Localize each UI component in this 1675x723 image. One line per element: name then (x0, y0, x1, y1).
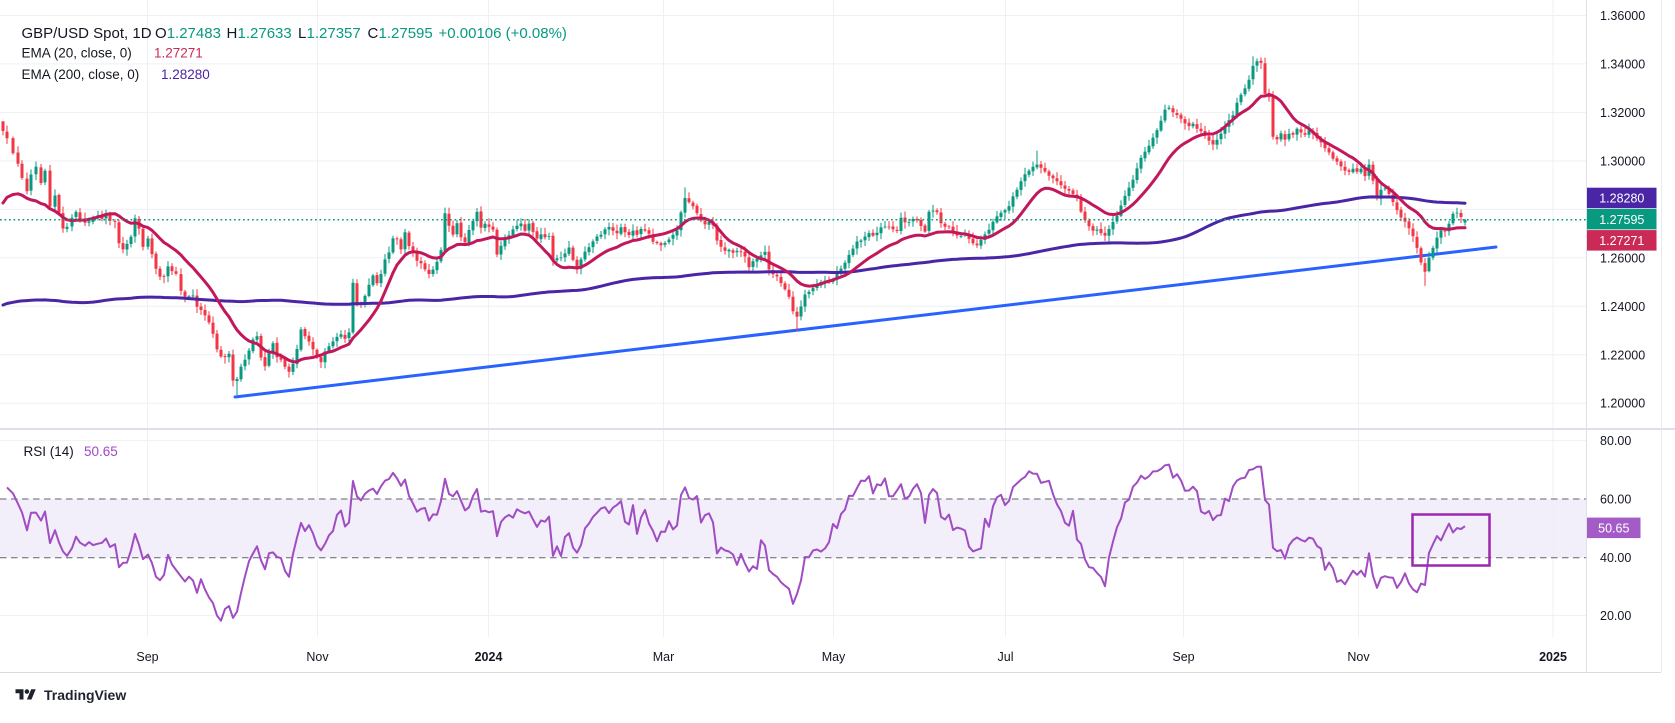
svg-text:1.20000: 1.20000 (1600, 397, 1645, 411)
svg-text:50.65: 50.65 (1598, 522, 1629, 536)
svg-text:2024: 2024 (475, 650, 503, 664)
svg-text:1.26000: 1.26000 (1600, 251, 1645, 265)
svg-text:EMA (200, close, 0): EMA (200, close, 0) (22, 67, 140, 82)
svg-text:RSI (14): RSI (14) (24, 444, 74, 459)
svg-text:1.28280: 1.28280 (1599, 192, 1644, 206)
svg-text:May: May (822, 650, 846, 664)
svg-text:1.30000: 1.30000 (1600, 154, 1645, 168)
svg-text:GBP/USD Spot, 1D: GBP/USD Spot, 1D (22, 25, 152, 42)
svg-text:1.27271: 1.27271 (154, 46, 203, 61)
svg-text:1.27271: 1.27271 (1599, 234, 1644, 248)
svg-text:Sep: Sep (136, 650, 158, 664)
svg-text:80.00: 80.00 (1600, 434, 1631, 448)
svg-text:2025: 2025 (1539, 650, 1567, 664)
svg-text:1.36000: 1.36000 (1600, 9, 1645, 23)
svg-text:1.28280: 1.28280 (161, 67, 210, 82)
svg-text:60.00: 60.00 (1600, 493, 1631, 507)
svg-text:Mar: Mar (653, 650, 675, 664)
svg-text:TradingView: TradingView (44, 687, 126, 703)
svg-text:1.24000: 1.24000 (1600, 300, 1645, 314)
svg-text:1.32000: 1.32000 (1600, 106, 1645, 120)
svg-text:40.00: 40.00 (1600, 551, 1631, 565)
svg-text:20.00: 20.00 (1600, 609, 1631, 623)
svg-text:Nov: Nov (1347, 650, 1370, 664)
svg-text:1.27595: 1.27595 (1599, 213, 1644, 227)
svg-text:EMA (20, close, 0): EMA (20, close, 0) (22, 46, 132, 61)
svg-text:Jul: Jul (998, 650, 1014, 664)
svg-text:1.22000: 1.22000 (1600, 348, 1645, 362)
svg-text:Sep: Sep (1172, 650, 1194, 664)
svg-text:50.65: 50.65 (84, 444, 118, 459)
svg-text:Nov: Nov (306, 650, 329, 664)
svg-text:1.34000: 1.34000 (1600, 57, 1645, 71)
